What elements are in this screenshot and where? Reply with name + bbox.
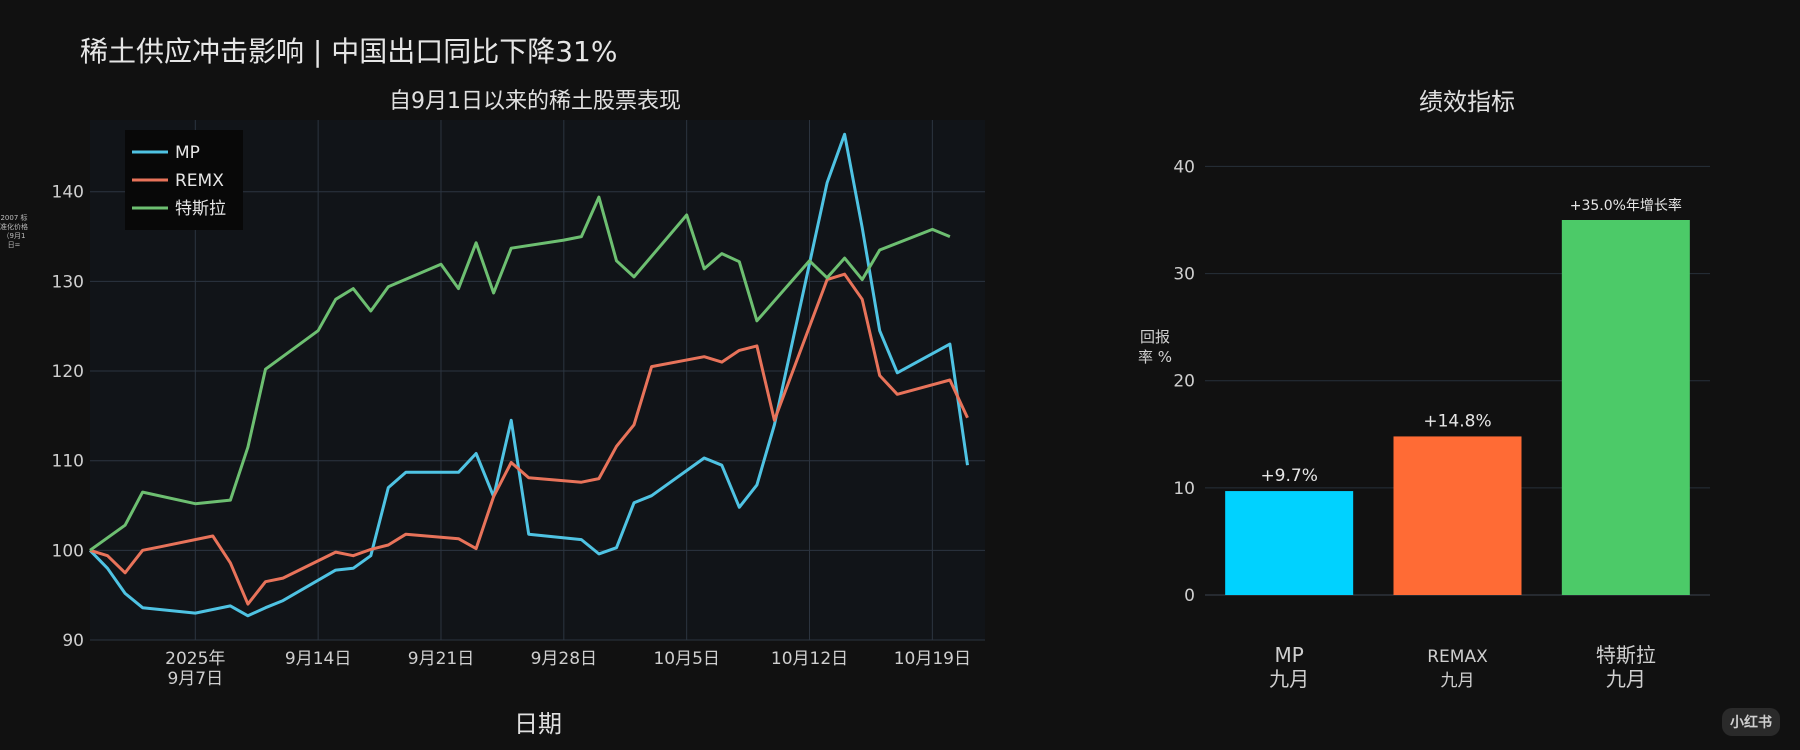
bar-chart-y-tick-label: 20 <box>1173 372 1195 392</box>
line-chart-y-tick-label: 140 <box>52 183 84 203</box>
line-chart-x-axis-title: 日期 <box>514 710 562 738</box>
bar-chart-title: 绩效指标 <box>1419 88 1515 116</box>
bar-value-label: +14.8% <box>1423 411 1491 431</box>
line-chart-x-tick-label: 9月14日 <box>285 649 351 669</box>
line-chart-x-tick-label: 10月19日 <box>894 649 971 669</box>
bar-REMAX <box>1393 436 1522 595</box>
watermark-logo: 小红书 <box>1722 708 1780 736</box>
bar-特斯拉 <box>1561 220 1690 595</box>
bar-chart-y-tick-label: 10 <box>1173 479 1195 499</box>
bar-chart-x-tick-label: MP 九月 <box>1269 643 1309 691</box>
bar-chart-y-axis-title-2: 率 % <box>1138 348 1172 366</box>
bar-chart-y-axis-title-1: 回报 <box>1140 328 1170 346</box>
line-chart-legend: MP REMX 特斯拉 <box>125 130 243 230</box>
bar-MP <box>1225 491 1354 595</box>
line-chart: 90 100 110 120 130 140 2025年 9月7日 9月14日 9月21日 9月2… <box>52 89 985 738</box>
bar-value-label: +9.7% <box>1260 466 1317 486</box>
line-chart-x-tick-label: 2025年 9月7日 <box>165 649 225 689</box>
line-chart-x-tick-label: 10月12日 <box>771 649 848 669</box>
line-chart-x-tick-label: 9月21日 <box>408 649 474 669</box>
line-chart-x-tick-label: 10月5日 <box>653 649 719 669</box>
side-y-axis-label: 2007 标准化价格（9月1日= <box>0 214 28 249</box>
line-chart-x-tick-labels: 2025年 9月7日 9月14日 9月21日 9月28日 10月5日 10月12日 10月19… <box>165 649 971 689</box>
line-chart-y-tick-labels: 90 100 110 120 130 140 <box>52 183 84 651</box>
line-series-REMX <box>89 272 969 606</box>
bar-chart-y-tick-label: 30 <box>1173 265 1195 285</box>
bar-value-label: +35.0%年增长率 <box>1570 197 1682 214</box>
bar-chart-x-tick-label: REMAX 九月 <box>1427 647 1488 691</box>
line-series-MP <box>88 132 969 618</box>
line-chart-y-tick-label: 90 <box>62 631 84 651</box>
line-chart-y-tick-label: 110 <box>52 452 84 472</box>
bar-chart-y-tick-labels: 0 10 20 30 40 <box>1173 157 1195 606</box>
line-chart-title: 自9月1日以来的稀土股票表现 <box>389 89 681 114</box>
line-chart-y-tick-label: 120 <box>52 362 84 382</box>
line-chart-series <box>88 132 969 618</box>
bar-chart-bars: +9.7% +14.8% +35.0%年增长率 <box>1225 197 1690 595</box>
page-title: 稀土供应冲击影响 | 中国出口同比下降31% <box>80 35 618 68</box>
legend-label: 特斯拉 <box>175 199 226 219</box>
bar-chart-y-tick-label: 40 <box>1173 157 1195 177</box>
line-series-特斯拉 <box>89 195 951 552</box>
bar-chart-x-tick-labels: MP 九月 REMAX 九月 特斯拉九月 <box>1269 643 1656 691</box>
line-chart-x-tick-label: 9月28日 <box>531 649 597 669</box>
bar-chart-y-tick-label: 0 <box>1184 586 1195 606</box>
legend-label: MP <box>175 143 200 163</box>
legend-label: REMX <box>175 171 224 191</box>
bar-chart-x-tick-label: 特斯拉九月 <box>1596 643 1656 691</box>
line-chart-y-tick-label: 130 <box>52 272 84 292</box>
bar-chart-grid <box>1205 165 1710 596</box>
line-chart-y-tick-label: 100 <box>52 541 84 561</box>
